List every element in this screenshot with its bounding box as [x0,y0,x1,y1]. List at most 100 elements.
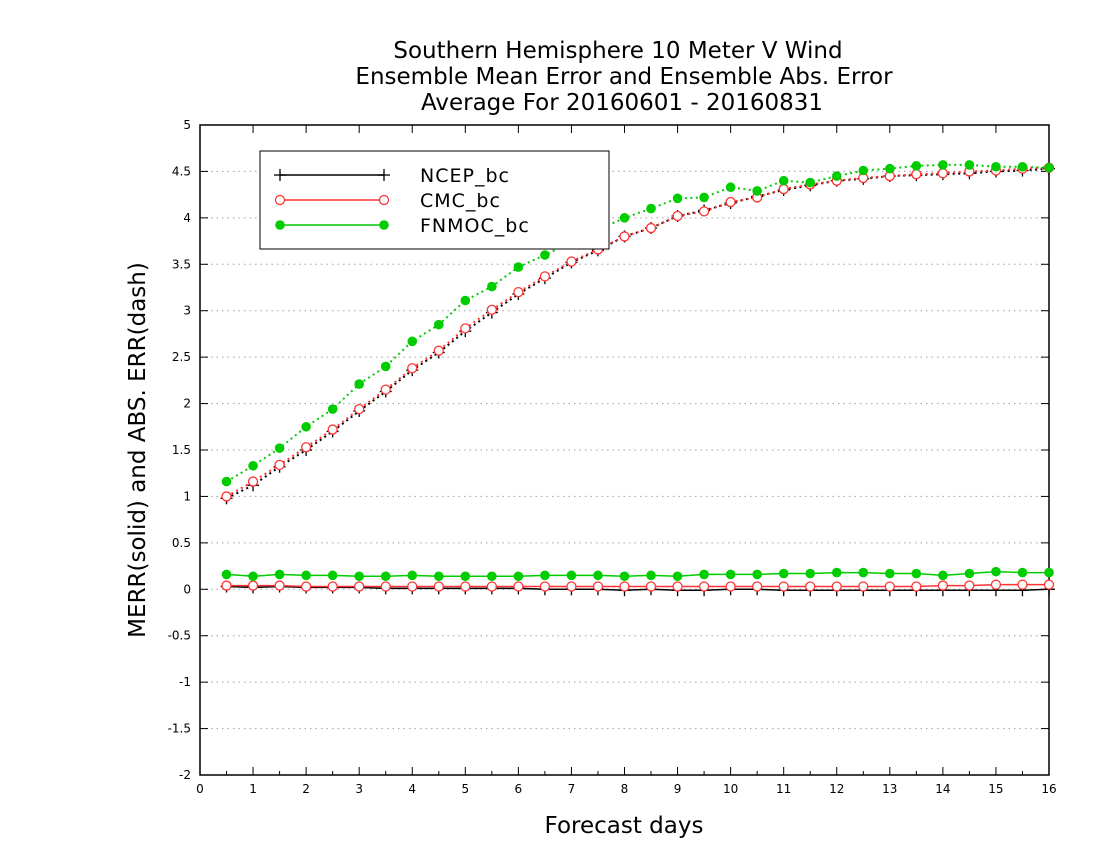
abs-err-point-fnmoc-bc [354,379,364,389]
merr-point-cmc-bc [1043,579,1055,590]
abs-err-point-cmc-bc [566,256,577,267]
merr-point-fnmoc-bc [566,570,577,581]
legend-marker-start-cmc-bc [274,194,286,206]
merr-point-cmc-bc [911,581,922,592]
x-tick-label: 7 [568,782,576,796]
merr-point-fnmoc-bc [1017,567,1028,578]
merr-point-cmc-bc [964,580,975,591]
x-tick-label: 14 [935,782,950,796]
merr-point-cmc-bc [752,581,763,592]
merr-point-cmc-bc [433,581,444,592]
merr-point-fnmoc-bc [805,568,816,579]
merr-point-fnmoc-bc [646,570,656,581]
merr-point-fnmoc-bc [274,569,285,580]
abs-err-point-cmc-bc [619,231,630,242]
abs-err-point-fnmoc-bc [619,213,630,223]
abs-err-point-fnmoc-bc [964,160,975,170]
merr-point-cmc-bc [539,581,551,592]
abs-err-point-fnmoc-bc [380,361,391,372]
merr-point-fnmoc-bc [885,568,895,579]
abs-err-point-fnmoc-bc [938,160,948,170]
abs-err-point-cmc-bc [433,345,444,356]
merr-point-fnmoc-bc [354,571,364,582]
x-tick-label: 15 [988,782,1003,796]
abs-err-point-cmc-bc [937,168,949,179]
merr-point-fnmoc-bc [699,569,709,580]
x-tick-label: 8 [621,782,629,796]
legend-marker-end-cmc-bc [378,194,390,206]
merr-point-cmc-bc [937,580,949,591]
y-tick-label: 0 [183,582,191,596]
legend-marker-start-fnmoc-bc [275,220,285,230]
abs-err-point-fnmoc-bc [805,177,816,188]
abs-err-point-fnmoc-bc [885,163,895,174]
abs-err-point-fnmoc-bc [646,203,656,214]
merr-point-fnmoc-bc [991,566,1001,577]
abs-err-point-fnmoc-bc [672,193,683,204]
chart-title-line-1: Southern Hemisphere 10 Meter V Wind [393,38,842,64]
y-tick-label: 4.5 [172,164,191,178]
merr-point-fnmoc-bc [487,571,497,582]
x-axis-label: Forecast days [545,813,704,839]
merr-point-fnmoc-bc [1044,567,1054,578]
abs-err-point-fnmoc-bc [725,182,736,193]
legend-marker-end-fnmoc-bc [379,220,389,230]
legend-item-fnmoc-bc: FNMOC_bc [275,215,529,237]
merr-point-fnmoc-bc [593,570,603,581]
abs-err-point-cmc-bc [274,459,285,471]
x-tick-label: 0 [196,782,204,796]
abs-err-point-fnmoc-bc [487,281,497,292]
merr-point-cmc-bc [327,581,338,592]
merr-point-fnmoc-bc [248,571,258,582]
series-cmc-bc [221,162,1055,592]
merr-line-cmc-bc [226,583,1049,588]
y-tick-label: 5 [183,118,191,132]
merr-point-fnmoc-bc [672,571,683,582]
abs-err-point-fnmoc-bc [274,443,285,453]
merr-point-cmc-bc [778,581,789,592]
abs-err-point-fnmoc-bc [301,421,311,432]
merr-point-cmc-bc [354,581,365,592]
merr-point-fnmoc-bc [433,571,444,582]
abs-err-point-fnmoc-bc [831,171,842,181]
abs-err-point-cmc-bc [486,304,497,315]
merr-point-fnmoc-bc [460,571,471,582]
legend: NCEP_bc CMC_bc FNMOC_bc [259,150,610,250]
abs-err-point-cmc-bc [778,183,789,195]
merr-point-cmc-bc [990,579,1002,590]
y-tick-label: 2.5 [172,350,191,364]
y-tick-label: 1 [183,489,191,503]
abs-err-point-fnmoc-bc [699,192,709,203]
merr-point-cmc-bc [645,581,657,592]
y-tick-label: 4 [183,211,191,225]
chart-title-line-3: Average For 20160601 - 20160831 [421,90,823,116]
merr-point-fnmoc-bc [938,570,948,581]
legend-item-ncep-bc: NCEP_bc [274,165,509,187]
merr-point-fnmoc-bc [513,571,524,582]
abs-err-point-fnmoc-bc [911,161,922,171]
abs-err-point-cmc-bc [247,476,259,487]
merr-point-fnmoc-bc [301,570,311,581]
legend-label-cmc-bc: CMC_bc [420,190,501,212]
abs-err-point-cmc-bc [300,442,312,453]
abs-err-point-cmc-bc [407,363,418,374]
x-tick-label: 4 [408,782,416,796]
abs-err-point-fnmoc-bc [1017,161,1028,172]
abs-err-point-fnmoc-bc [1044,162,1054,173]
merr-point-fnmoc-bc [964,568,975,579]
x-tick-label: 16 [1041,782,1056,796]
abs-err-point-fnmoc-bc [327,404,338,414]
merr-point-fnmoc-bc [911,568,922,579]
y-axis-label: MERR(solid) and ABS. ERR(dash) [125,262,151,638]
abs-err-point-cmc-bc [725,196,736,208]
merr-point-fnmoc-bc [725,569,736,580]
merr-point-cmc-bc [221,580,232,591]
abs-err-point-cmc-bc [672,210,683,222]
merr-point-fnmoc-bc [831,567,842,578]
merr-point-cmc-bc [725,581,736,592]
merr-line-fnmoc-bc [226,570,1049,578]
abs-err-point-cmc-bc [911,169,922,180]
merr-point-cmc-bc [460,581,471,592]
abs-err-point-cmc-bc [698,206,710,217]
